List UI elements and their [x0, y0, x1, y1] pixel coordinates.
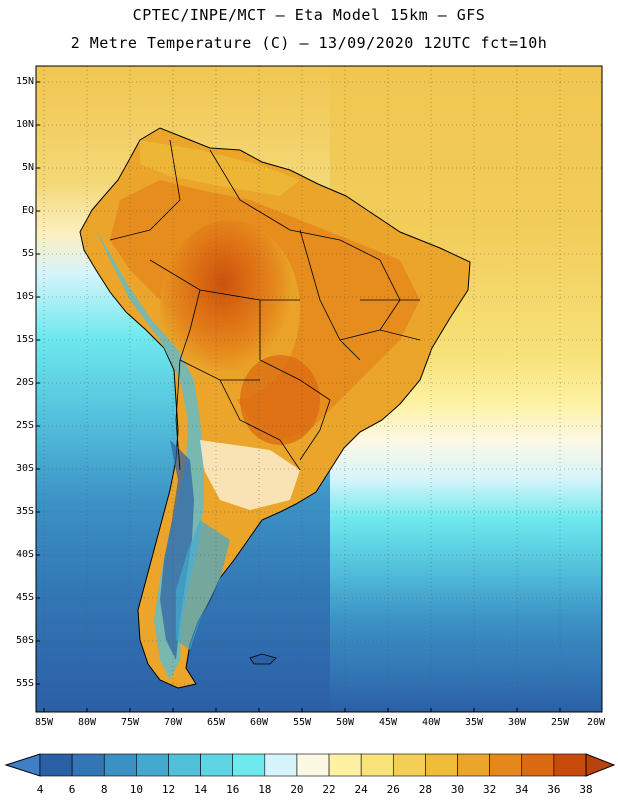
- colorbar-swatch: [168, 753, 201, 777]
- colorbar-label: 38: [579, 783, 593, 796]
- lon-label: 50W: [335, 717, 355, 728]
- lon-label: 70W: [163, 717, 183, 728]
- colorbar-swatch: [200, 753, 234, 777]
- colorbar-swatch: [553, 753, 587, 777]
- falkland-islands: [249, 653, 277, 665]
- lat-label: 30S: [15, 463, 34, 474]
- lon-label: 65W: [206, 717, 226, 728]
- hot-core: [160, 220, 300, 400]
- colorbar-swatch: [296, 753, 330, 777]
- colorbar-label: 26: [386, 783, 400, 796]
- lon-label: 85W: [34, 717, 54, 728]
- colorbar-high-arrow: [585, 753, 616, 777]
- colorbar-swatch: [392, 753, 426, 777]
- lat-label: 15N: [15, 76, 34, 87]
- hot-core-south: [240, 355, 320, 445]
- colorbar-swatch: [71, 753, 105, 777]
- lon-label: 25W: [550, 717, 570, 728]
- colorbar-swatch: [264, 753, 298, 777]
- lat-label: 5S: [21, 248, 34, 259]
- colorbar-label: 10: [129, 783, 143, 796]
- lon-label: 60W: [249, 717, 269, 728]
- lon-label: 30W: [507, 717, 527, 728]
- colorbar-label: 30: [450, 783, 465, 796]
- colorbar: [4, 753, 616, 777]
- lat-label: 50S: [15, 635, 34, 646]
- colorbar-swatch: [39, 753, 73, 777]
- colorbar-swatch: [360, 753, 394, 777]
- colorbar-label: 4: [36, 783, 44, 796]
- map-title-line-2: 2 Metre Temperature (C) – 13/09/2020 12U…: [70, 34, 548, 52]
- colorbar-swatch: [489, 753, 523, 777]
- colorbar-swatch: [328, 753, 362, 777]
- lon-label: 80W: [77, 717, 97, 728]
- patagonia-land: [176, 520, 230, 650]
- colorbar-label: 22: [322, 783, 336, 796]
- colorbar-label: 18: [258, 783, 272, 796]
- lon-label: 75W: [120, 717, 140, 728]
- colorbar-label: 36: [547, 783, 561, 796]
- lon-label: 40W: [421, 717, 441, 728]
- colorbar-label: 16: [226, 783, 240, 796]
- lon-label: 20W: [586, 717, 606, 728]
- country-borders: [109, 139, 421, 471]
- colorbar-label: 12: [161, 783, 176, 796]
- lat-label: 40S: [15, 549, 34, 560]
- colorbar-swatch: [425, 753, 458, 777]
- lat-label: EQ: [21, 205, 34, 216]
- colorbar-swatch: [521, 753, 555, 777]
- colorbar-swatch: [103, 753, 137, 777]
- colorbar-label: 6: [68, 783, 76, 796]
- lon-label: 35W: [464, 717, 484, 728]
- colorbar-label: 20: [290, 783, 304, 796]
- lat-label: 10N: [15, 119, 34, 130]
- lat-label: 35S: [15, 506, 34, 517]
- lat-label: 55S: [15, 678, 34, 689]
- colorbar-label: 28: [418, 783, 433, 796]
- lat-label: 15S: [15, 334, 34, 345]
- colorbar-label: 34: [515, 783, 529, 796]
- colorbar-label: 24: [354, 783, 368, 796]
- colorbar-swatch: [136, 753, 169, 777]
- colorbar-label: 8: [100, 783, 108, 796]
- map-title-line-1: CPTEC/INPE/MCT – Eta Model 15km – GFS: [132, 6, 486, 24]
- axis-ticks: [36, 81, 561, 712]
- southern-cone-pale: [200, 440, 300, 510]
- lon-label: 55W: [292, 717, 312, 728]
- colorbar-swatch: [457, 753, 490, 777]
- colorbar-swatch: [232, 753, 266, 777]
- lat-label: 45S: [15, 592, 34, 603]
- lat-label: 25S: [15, 420, 34, 431]
- andes-core: [160, 440, 194, 660]
- lat-label: 10S: [15, 291, 34, 302]
- colorbar-label: 14: [193, 783, 208, 796]
- colorbar-label: 32: [483, 783, 497, 796]
- colorbar-low-arrow: [4, 753, 41, 777]
- lat-label: 5N: [21, 162, 34, 173]
- map-frame: [35, 65, 603, 713]
- lon-label: 45W: [378, 717, 398, 728]
- lat-label: 20S: [15, 377, 34, 388]
